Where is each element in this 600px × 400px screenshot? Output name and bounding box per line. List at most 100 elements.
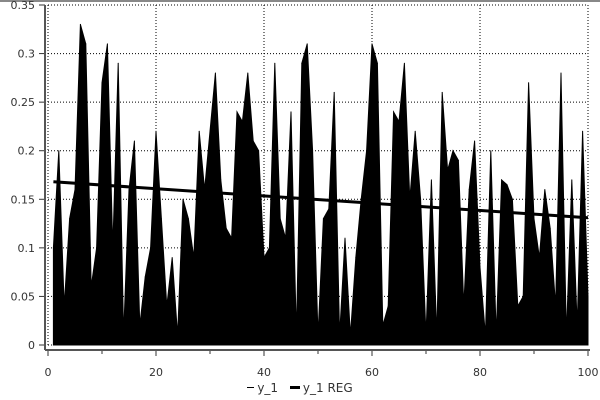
data-point-y1 bbox=[468, 189, 470, 191]
legend-swatch-y1-reg bbox=[289, 386, 300, 389]
data-point-y1 bbox=[506, 184, 508, 186]
data-point-y1 bbox=[555, 305, 557, 307]
data-point-y1 bbox=[533, 218, 535, 220]
data-point-y1 bbox=[517, 305, 519, 307]
data-point-y1 bbox=[371, 43, 373, 45]
data-point-y1 bbox=[582, 130, 584, 132]
data-point-y1 bbox=[214, 72, 216, 74]
data-point-y1 bbox=[63, 305, 65, 307]
data-point-y1 bbox=[576, 325, 578, 327]
data-point-y1 bbox=[382, 325, 384, 327]
data-point-y1 bbox=[236, 111, 238, 113]
data-point-y1 bbox=[387, 305, 389, 307]
data-point-y1 bbox=[79, 23, 81, 25]
data-point-y1 bbox=[144, 276, 146, 278]
y-tick-label: 0.05 bbox=[11, 290, 36, 303]
data-point-y1 bbox=[484, 334, 486, 336]
data-point-y1 bbox=[565, 334, 567, 336]
data-point-y1 bbox=[403, 62, 405, 64]
data-point-y1 bbox=[96, 247, 98, 249]
data-point-y1 bbox=[511, 198, 513, 200]
data-point-y1 bbox=[306, 43, 308, 45]
data-point-y1 bbox=[571, 179, 573, 181]
data-point-y1 bbox=[344, 237, 346, 239]
data-point-y1 bbox=[74, 189, 76, 191]
data-point-y1 bbox=[155, 130, 157, 132]
top-border bbox=[0, 0, 600, 2]
data-point-y1 bbox=[328, 208, 330, 210]
data-point-y1 bbox=[322, 218, 324, 220]
data-point-y1 bbox=[490, 150, 492, 152]
series-y1-reg-line bbox=[53, 180, 589, 220]
data-point-y1 bbox=[452, 150, 454, 152]
data-point-y1 bbox=[436, 334, 438, 336]
legend-label-y1: y_1 bbox=[257, 380, 279, 395]
data-point-y1 bbox=[376, 62, 378, 64]
data-point-y1 bbox=[198, 130, 200, 132]
data-point-y1 bbox=[252, 140, 254, 142]
data-point-y1 bbox=[274, 62, 276, 64]
data-point-y1 bbox=[495, 334, 497, 336]
data-point-y1 bbox=[295, 334, 297, 336]
data-point-y1 bbox=[177, 334, 179, 336]
data-point-y1 bbox=[463, 305, 465, 307]
data-point-y1 bbox=[117, 62, 119, 64]
data-point-y1 bbox=[317, 334, 319, 336]
x-tick-label: 60 bbox=[365, 366, 379, 379]
data-point-y1 bbox=[398, 121, 400, 123]
y-tick-label: 0.3 bbox=[18, 48, 36, 61]
chart: 0 20 40 60 80 100 0 0.05 0.1 0.15 0.2 0.25 0.3 0.35 bbox=[0, 0, 600, 379]
data-point-y1 bbox=[90, 286, 92, 288]
data-point-y1 bbox=[187, 218, 189, 220]
x-tick-label: 20 bbox=[149, 366, 163, 379]
data-point-y1 bbox=[241, 121, 243, 123]
data-point-y1 bbox=[247, 72, 249, 74]
data-point-y1 bbox=[171, 257, 173, 259]
data-point-y1 bbox=[69, 218, 71, 220]
y-tick-label: 0.35 bbox=[11, 0, 36, 12]
x-tick-label: 100 bbox=[578, 366, 599, 379]
data-point-y1 bbox=[457, 159, 459, 161]
data-point-y1 bbox=[166, 305, 168, 307]
data-point-y1 bbox=[112, 247, 114, 249]
data-point-y1 bbox=[52, 247, 54, 249]
data-point-y1 bbox=[479, 266, 481, 268]
data-point-y1 bbox=[360, 198, 362, 200]
x-tick-label: 40 bbox=[257, 366, 271, 379]
axes: 0 20 40 60 80 100 0 0.05 0.1 0.15 0.2 0.25 0.3 0.35 bbox=[11, 0, 599, 379]
data-point-y1 bbox=[128, 189, 130, 191]
data-point-y1 bbox=[123, 334, 125, 336]
data-point-y1 bbox=[133, 140, 135, 142]
data-point-y1 bbox=[58, 150, 60, 152]
data-point-y1 bbox=[560, 72, 562, 74]
x-tick-label: 0 bbox=[45, 366, 52, 379]
data-point-y1 bbox=[101, 82, 103, 84]
data-point-y1 bbox=[414, 130, 416, 132]
legend-swatch-y1 bbox=[247, 387, 255, 388]
data-point-y1 bbox=[290, 111, 292, 113]
data-point-y1 bbox=[366, 150, 368, 152]
y-tick-label: 0.15 bbox=[11, 193, 36, 206]
data-point-y1 bbox=[204, 189, 206, 191]
data-point-y1 bbox=[474, 140, 476, 142]
x-tick-label: 80 bbox=[473, 366, 487, 379]
data-point-y1 bbox=[209, 130, 211, 132]
y-tick-label: 0.25 bbox=[11, 96, 36, 109]
data-point-y1 bbox=[355, 257, 357, 259]
data-point-y1 bbox=[312, 150, 314, 152]
data-point-y1 bbox=[301, 62, 303, 64]
y-tick-label: 0.2 bbox=[18, 145, 36, 158]
data-point-y1 bbox=[139, 325, 141, 327]
data-point-y1 bbox=[193, 257, 195, 259]
data-point-y1 bbox=[528, 82, 530, 84]
data-point-y1 bbox=[150, 247, 152, 249]
plot-area bbox=[52, 23, 589, 346]
data-point-y1 bbox=[441, 91, 443, 93]
data-point-y1 bbox=[393, 111, 395, 113]
data-point-y1 bbox=[285, 237, 287, 239]
data-point-y1 bbox=[349, 334, 351, 336]
data-point-y1 bbox=[231, 237, 233, 239]
data-point-y1 bbox=[263, 257, 265, 259]
data-point-y1 bbox=[225, 227, 227, 229]
data-point-y1 bbox=[425, 334, 427, 336]
